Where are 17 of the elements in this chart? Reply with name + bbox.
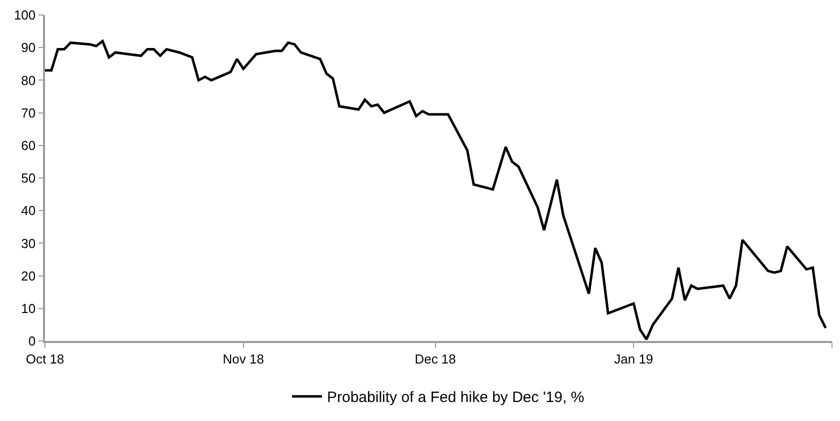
y-tick-label: 70 <box>21 105 36 120</box>
y-tick-label: 80 <box>21 72 36 88</box>
y-tick-label: 30 <box>21 236 36 251</box>
y-tick-label: 20 <box>21 268 36 284</box>
y-tick-label: 10 <box>21 300 36 316</box>
x-tick-label: Jan 19 <box>614 351 654 366</box>
x-tick-label: Nov 18 <box>222 351 264 366</box>
y-tick-label: 50 <box>21 170 36 186</box>
x-tick-label: Dec 18 <box>414 351 456 366</box>
x-tick-label: Oct 18 <box>26 351 64 366</box>
y-tick-label: 90 <box>21 40 36 56</box>
line-series <box>45 40 827 341</box>
y-tick-label: 40 <box>21 203 36 218</box>
y-tick-label: 100 <box>14 8 36 23</box>
y-tick-label: 0 <box>28 334 36 349</box>
legend-label: Probability of a Fed hike by Dec '19, % <box>327 389 584 406</box>
y-tick-label: 60 <box>21 138 36 153</box>
